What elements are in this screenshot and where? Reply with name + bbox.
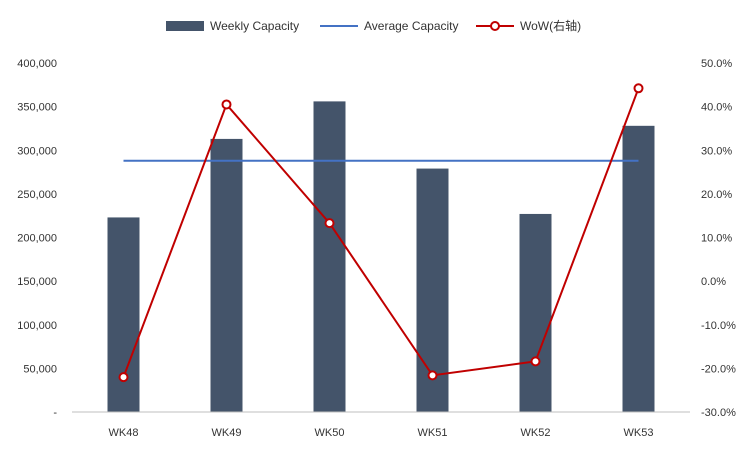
left-tick-label: 350,000 <box>17 102 57 114</box>
right-tick-label: -10.0% <box>701 320 736 332</box>
bar-wk53 <box>622 125 655 412</box>
left-tick-label: 300,000 <box>17 145 57 157</box>
legend-average-capacity-label: Average Capacity <box>364 19 459 33</box>
right-tick-label: 50.0% <box>701 58 732 70</box>
bar-wk48 <box>107 217 140 412</box>
wow-line-series <box>118 83 644 383</box>
bar-wk49 <box>210 138 243 412</box>
legend-wow-label: WoW(右轴) <box>520 18 581 33</box>
wow-point-wk48 <box>118 372 129 383</box>
right-tick-label: -20.0% <box>701 363 736 375</box>
bar-series <box>107 101 655 412</box>
right-tick-label: 10.0% <box>701 233 732 245</box>
left-tick-label: 200,000 <box>17 233 57 245</box>
wow-point-wk52 <box>530 356 541 367</box>
x-tick-label: WK48 <box>109 427 139 439</box>
x-tick-label: WK53 <box>624 427 654 439</box>
left-tick-label: 50,000 <box>23 363 57 375</box>
right-tick-label: 30.0% <box>701 145 732 157</box>
right-tick-label: 20.0% <box>701 189 732 201</box>
bar-wk52 <box>519 213 552 412</box>
wow-line <box>122 87 640 378</box>
x-tick-label: WK49 <box>212 427 242 439</box>
left-axis-ticks: - 50,000 100,000 150,000 200,000 250,000 300,0… <box>17 58 57 419</box>
wow-point-wk49 <box>221 99 232 110</box>
legend: Weekly Capacity Average Capacity WoW(右轴) <box>166 18 581 33</box>
wow-point-wk51 <box>427 370 438 381</box>
left-tick-label: 100,000 <box>17 320 57 332</box>
wow-point-wk53 <box>633 83 644 94</box>
legend-weekly-capacity-swatch <box>166 21 204 31</box>
right-axis-ticks: -30.0% -20.0% -10.0% 0.0% 10.0% 20.0% 30.0% 40.… <box>701 58 736 419</box>
left-tick-label: 150,000 <box>17 276 57 288</box>
legend-weekly-capacity-label: Weekly Capacity <box>210 19 299 33</box>
right-tick-label: 0.0% <box>701 276 726 288</box>
left-tick-label: 250,000 <box>17 189 57 201</box>
x-tick-label: WK51 <box>418 427 448 439</box>
left-tick-label: 400,000 <box>17 58 57 70</box>
x-axis-ticks: WK48 WK49 WK50 WK51 WK52 WK53 <box>109 427 654 439</box>
left-tick-label: - <box>53 407 57 419</box>
legend-wow-swatch-marker <box>490 21 500 31</box>
x-tick-label: WK52 <box>521 427 551 439</box>
right-tick-label: 40.0% <box>701 102 732 114</box>
bar-wk50 <box>313 101 346 412</box>
wow-point-wk50 <box>324 218 335 229</box>
right-tick-label: -30.0% <box>701 407 736 419</box>
x-tick-label: WK50 <box>315 427 345 439</box>
